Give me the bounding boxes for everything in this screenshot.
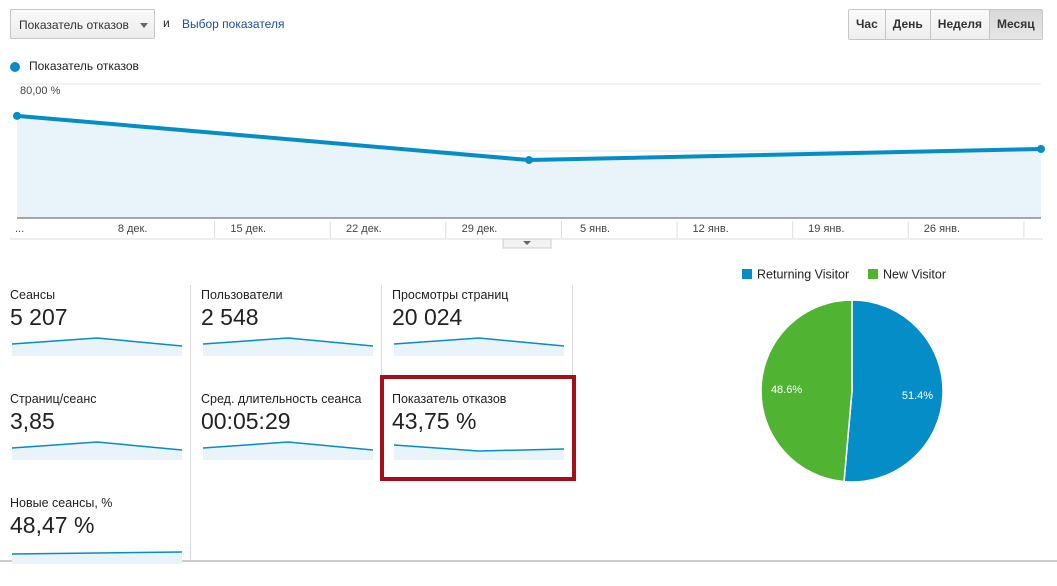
sparkline [12,441,183,460]
period-button[interactable]: Месяц [989,10,1042,39]
legend-label: Показатель отказов [29,59,139,73]
metric-tile[interactable]: Просмотры страниц 20 024 [392,288,572,378]
sparkline-area [203,442,373,460]
page: Analytics {"toolbar": {"metric_select": … [0,9,1057,564]
slice-label: 51.4% [902,390,933,402]
sparkline [203,441,374,460]
sparkline-area [12,338,182,356]
x-tick-label: 8 дек. [118,223,148,235]
sparkline-area [394,338,564,356]
legend-swatch [868,269,878,279]
metric-value: 2 548 [201,304,259,330]
metric-tile[interactable]: Страниц/сеанс 3,85 [10,392,190,482]
highlight-box [380,375,576,481]
metric-value: 20 024 [392,304,463,330]
x-tick-label: ... [15,223,24,235]
legend-dot [10,62,20,72]
sparkline-area [203,338,373,356]
tile-separator [190,285,191,560]
metric-tile[interactable]: Сред. длительность сеанса 00:05:29 [201,392,381,482]
slice-label: 48.6% [771,384,802,396]
metric-value: 5 207 [10,304,68,330]
pie-slice [843,299,944,483]
metric-label: Сеансы [10,288,56,302]
sparkline [12,551,183,564]
metric-link[interactable]: Выбор показателя [182,17,285,31]
point [13,111,21,120]
x-tick-label: 5 янв. [580,223,610,235]
metric-value: 48,47 % [10,512,95,538]
metric-tile[interactable]: Новые сеансы, % 48,47 % [10,496,190,586]
sparkline-line [12,551,183,555]
period-button[interactable]: Неделя [929,10,990,39]
metric-label: Сред. длительность сеанса [201,392,362,406]
x-tick-label: 12 янв. [693,223,729,235]
sparkline [203,337,374,356]
metric-label: Просмотры страниц [392,288,509,302]
period-button[interactable]: Час [849,10,885,39]
x-tick-label: 19 янв. [808,223,844,235]
body: Показатель отказов и Выбор показателя Ча… [0,9,1057,564]
metric-tile[interactable]: Показатель отказов 43,75 % [392,392,572,482]
x-tick-label: 22 дек. [346,223,382,235]
sparkline-line [12,441,183,451]
metric-label: Показатель отказов [392,392,507,406]
sparkline-line [203,337,374,347]
dropdown-text: Показатель отказов [19,18,129,32]
y-tick-label: 80,00 % [20,85,61,97]
pie-slice [760,299,853,483]
sparkline-line [203,441,374,451]
metric-tile[interactable]: Пользователи 2 548 [201,288,381,378]
point [1037,144,1045,153]
x-tick-label: 15 дек. [230,223,266,235]
metric-dropdown[interactable]: Показатель отказов [10,9,155,39]
period-buttons: Час День Неделя Месяц [848,9,1043,40]
sparkline [12,337,183,356]
legend-label: Returning Visitor [757,267,849,281]
x-tick-label: 26 янв. [924,223,960,235]
metric-value: 43,75 % [392,408,477,434]
x-tick-label: 29 дек. [462,223,498,235]
sparkline-line [394,444,565,452]
metric-label: Новые сеансы, % [10,496,113,510]
sparkline-area [12,442,182,460]
conjunction: и [163,16,170,30]
period-button[interactable]: День [884,10,930,39]
metric-label: Страниц/сеанс [10,392,97,406]
area [17,115,1041,218]
sparkline-line [12,337,183,347]
metric-tile[interactable]: Сеансы 5 207 [10,288,190,378]
dropdown-arrow [140,23,148,28]
metric-value: 3,85 [10,408,55,434]
legend-swatch [742,269,752,279]
charts: 80,00 %40,00 %Показатель отказов...8 дек… [0,59,1057,562]
metric-value: 00:05:29 [201,408,291,434]
sparkline [394,444,565,460]
legend-label: New Visitor [883,267,946,281]
sparkline [394,337,565,356]
sparkline-area [12,552,182,564]
collapse-arrow [523,241,531,245]
point [525,156,533,165]
sparkline-line [394,337,565,347]
metric-label: Пользователи [201,288,283,302]
